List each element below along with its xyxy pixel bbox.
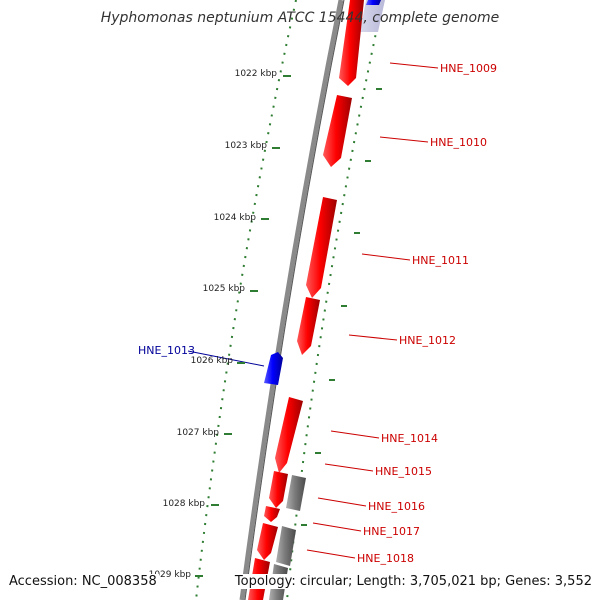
gene-arrow-hne-1012[interactable]: [297, 297, 320, 355]
leader-hne-1017: [312, 522, 362, 532]
gene-label[interactable]: HNE_1015: [375, 465, 432, 478]
scale-label: 1025 kbp: [203, 284, 246, 294]
scale-label: 1022 kbp: [235, 69, 278, 79]
gene-labels: HNE_1009 HNE_1010 HNE_1011 HNE_1012 HNE_…: [138, 62, 497, 565]
genome-summary: Topology: circular; Length: 3,705,021 bp…: [232, 574, 594, 589]
scale-ring-outer: [286, 0, 384, 600]
scale-ticks: [195, 75, 291, 577]
feature-pale: [360, 0, 385, 32]
genome-backbone: [239, 0, 344, 600]
gene-label[interactable]: HNE_1012: [399, 334, 456, 347]
gene-leader-lines: [187, 62, 439, 559]
leader-hne-1009: [389, 62, 439, 69]
leader-hne-1011: [361, 253, 411, 261]
gene-label[interactable]: HNE_1011: [412, 254, 469, 267]
gene-label[interactable]: HNE_1018: [357, 552, 414, 565]
scale-labels: 1022 kbp 1023 kbp 1024 kbp 1025 kbp 1026…: [149, 69, 278, 580]
scale-label: 1023 kbp: [225, 141, 268, 151]
leader-hne-1013: [187, 350, 265, 367]
gene-arrow-hne-1014[interactable]: [275, 397, 303, 473]
gene-label[interactable]: HNE_1016: [368, 500, 425, 513]
leader-hne-1014: [330, 430, 380, 439]
leader-hne-1016: [317, 497, 367, 507]
genome-backbone-shadow: [244, 0, 345, 600]
gene-arrow-hne-1016[interactable]: [264, 506, 280, 522]
gene-arrow-hne-1011[interactable]: [306, 197, 337, 298]
gene-label[interactable]: HNE_1014: [381, 432, 438, 445]
gene-blue-top: [366, 0, 381, 5]
leader-hne-1015: [324, 463, 374, 472]
scale-label: 1027 kbp: [177, 428, 220, 438]
gene-arrow-hne-1010[interactable]: [323, 95, 352, 167]
feature-gray-1[interactable]: [286, 475, 306, 511]
scale-ring-inner: [195, 0, 297, 600]
scale-label: 1029 kbp: [149, 570, 192, 580]
gene-arrow-hne-1009[interactable]: [339, 0, 364, 86]
gene-arrow-hne-1015[interactable]: [269, 471, 288, 508]
scale-label: 1024 kbp: [214, 213, 257, 223]
scale-label: 1028 kbp: [163, 499, 206, 509]
gene-arrow-hne-1017[interactable]: [257, 523, 278, 560]
genome-title: Hyphomonas neptunium ATCC 15444, complet…: [100, 10, 500, 26]
feature-gray-2[interactable]: [276, 526, 296, 566]
leader-hne-1010: [379, 136, 429, 143]
gene-label[interactable]: HNE_1017: [363, 525, 420, 538]
gene-label[interactable]: HNE_1013: [138, 344, 195, 357]
accession-label: Accession: NC_008358: [7, 574, 159, 589]
leader-hne-1018: [306, 549, 356, 559]
gene-arrow-hne-1013[interactable]: [264, 352, 283, 385]
outer-ring-ticks: [301, 88, 382, 526]
gene-label[interactable]: HNE_1010: [430, 136, 487, 149]
scale-label: 1026 kbp: [191, 356, 234, 366]
gene-label[interactable]: HNE_1009: [440, 62, 497, 75]
leader-hne-1012: [348, 334, 398, 341]
